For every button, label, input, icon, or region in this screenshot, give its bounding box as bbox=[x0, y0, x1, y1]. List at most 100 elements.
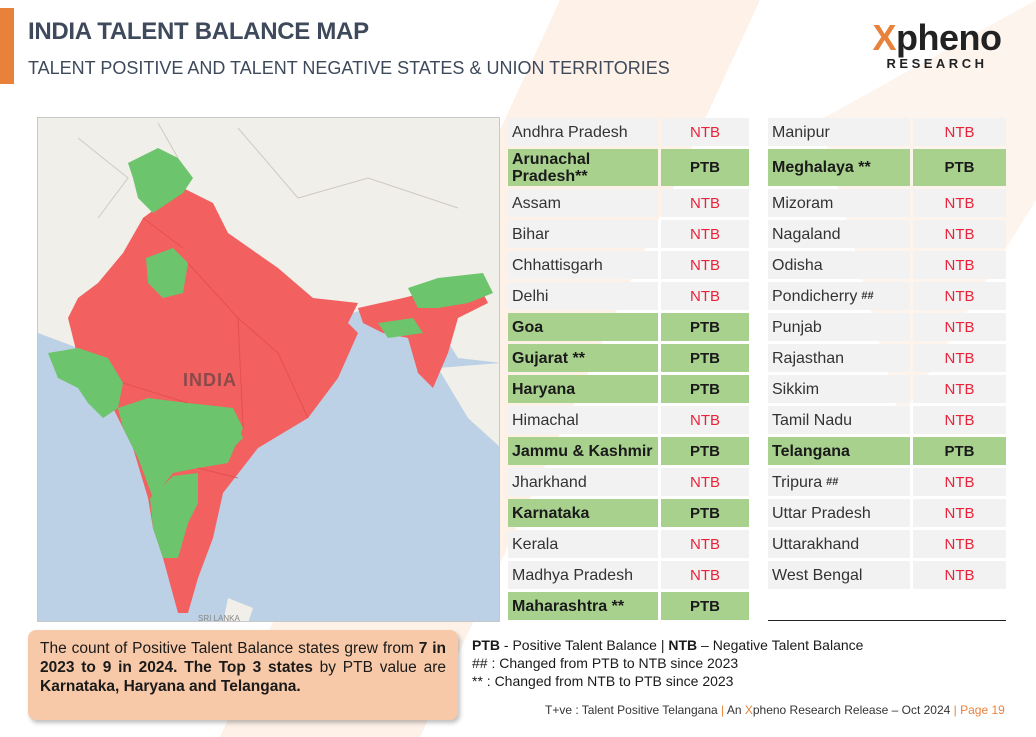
footer-separator: | bbox=[721, 703, 725, 717]
state-name-text: Kerala bbox=[512, 535, 559, 553]
state-name: Tamil Nadu bbox=[768, 406, 910, 434]
table-row: West Bengal NTB bbox=[768, 561, 1006, 589]
legend-ptb-text: - Positive Talent Balance | bbox=[500, 637, 669, 653]
footer-release: pheno Research Release – Oct 2024 bbox=[752, 703, 954, 717]
table-row: Maharashtra ** PTB bbox=[508, 592, 749, 620]
summary-line2: by PTB value are bbox=[312, 659, 446, 676]
land-east bbox=[438, 363, 499, 447]
state-name-text: Pondicherry bbox=[772, 287, 858, 305]
page-footer: T+ve : Talent Positive Telangana | An Xp… bbox=[545, 703, 1005, 717]
footer-an: An bbox=[724, 703, 745, 717]
talent-balance-status: NTB bbox=[913, 251, 1006, 279]
state-name: Bihar bbox=[508, 220, 658, 248]
talent-balance-status: NTB bbox=[913, 499, 1006, 527]
page-subtitle: TALENT POSITIVE AND TALENT NEGATIVE STAT… bbox=[28, 58, 670, 78]
table-row: Chhattisgarh NTB bbox=[508, 251, 749, 279]
jammu-kashmir-ptb bbox=[128, 148, 193, 213]
state-name-text: Tripura bbox=[772, 473, 823, 491]
talent-balance-status: NTB bbox=[913, 375, 1006, 403]
table-row: Kerala NTB bbox=[508, 530, 749, 558]
talent-balance-status: NTB bbox=[913, 530, 1006, 558]
table-row: Jammu & Kashmir PTB bbox=[508, 437, 749, 465]
state-name: Maharashtra ** bbox=[508, 592, 658, 620]
state-name-text: Haryana bbox=[512, 380, 576, 398]
change-marker: ## bbox=[861, 289, 874, 302]
table-row: Meghalaya ** PTB bbox=[768, 149, 1006, 186]
table-row: Sikkim NTB bbox=[768, 375, 1006, 403]
state-name: Sikkim bbox=[768, 375, 910, 403]
state-name-text: Rajasthan bbox=[772, 349, 845, 367]
talent-balance-status: NTB bbox=[913, 220, 1006, 248]
haryana-ptb bbox=[146, 248, 188, 298]
state-name: Nagaland bbox=[768, 220, 910, 248]
state-name: Tripura ## bbox=[768, 468, 910, 496]
legend-star-note: ** : Changed from NTB to PTB since 2023 bbox=[472, 673, 734, 689]
logo-word-rest: pheno bbox=[896, 17, 1002, 58]
header-accent-bar bbox=[0, 8, 14, 84]
state-name: Delhi bbox=[508, 282, 658, 310]
talent-balance-status: NTB bbox=[913, 189, 1006, 217]
footer-tagline: T+ve : Talent Positive Telangana bbox=[545, 703, 722, 717]
state-name-text: Gujarat ** bbox=[512, 349, 585, 367]
state-name: Punjab bbox=[768, 313, 910, 341]
table-row: Arunachal Pradesh** PTB bbox=[508, 149, 749, 186]
state-name-text: Punjab bbox=[772, 318, 822, 336]
footer-separator-2: | bbox=[953, 703, 957, 717]
table-row: Odisha NTB bbox=[768, 251, 1006, 279]
talent-balance-status: NTB bbox=[913, 344, 1006, 372]
state-name: Uttarakhand bbox=[768, 530, 910, 558]
page-title: INDIA TALENT BALANCE MAP bbox=[28, 18, 369, 45]
talent-balance-status: PTB bbox=[661, 592, 749, 620]
state-name: Uttar Pradesh bbox=[768, 499, 910, 527]
table-row: Mizoram NTB bbox=[768, 189, 1006, 217]
legend: PTB - Positive Talent Balance | NTB – Ne… bbox=[472, 636, 863, 690]
state-name: Assam bbox=[508, 189, 658, 217]
summary-callout: The count of Positive Talent Balance sta… bbox=[28, 630, 458, 720]
change-marker: ## bbox=[826, 475, 839, 488]
state-name-text: West Bengal bbox=[772, 566, 863, 584]
telangana-ptb bbox=[198, 413, 243, 463]
talent-balance-status: NTB bbox=[661, 189, 749, 217]
talent-balance-status: NTB bbox=[913, 282, 1006, 310]
logo-x-letter: X bbox=[872, 17, 897, 58]
state-name-text: Jammu & Kashmir bbox=[512, 442, 653, 460]
state-name: Haryana bbox=[508, 375, 658, 403]
state-name: Kerala bbox=[508, 530, 658, 558]
legend-abbreviations: PTB - Positive Talent Balance | NTB – Ne… bbox=[472, 636, 863, 654]
talent-balance-status: NTB bbox=[661, 118, 749, 146]
state-name: Telangana bbox=[768, 437, 910, 465]
state-name: Goa bbox=[508, 313, 658, 341]
state-name-text: Telangana bbox=[772, 442, 850, 460]
gujarat-ptb bbox=[48, 348, 123, 418]
talent-balance-status: NTB bbox=[913, 118, 1006, 146]
summary-top3-states: Karnataka, Haryana and Telangana. bbox=[40, 678, 301, 695]
talent-balance-status: NTB bbox=[913, 313, 1006, 341]
talent-balance-status: NTB bbox=[913, 406, 1006, 434]
map-country-label: INDIA bbox=[183, 370, 237, 390]
summary-top3-label: The Top 3 states bbox=[184, 659, 313, 676]
table-row: Jharkhand NTB bbox=[508, 468, 749, 496]
state-name-text: Meghalaya ** bbox=[772, 159, 871, 176]
state-name-text: Odisha bbox=[772, 256, 823, 274]
footer-x-letter: X bbox=[744, 703, 753, 717]
talent-balance-status: PTB bbox=[661, 375, 749, 403]
talent-balance-status: NTB bbox=[661, 282, 749, 310]
state-name-text: Jharkhand bbox=[512, 473, 587, 491]
table-row: Pondicherry ## NTB bbox=[768, 282, 1006, 310]
table-row: Bihar NTB bbox=[508, 220, 749, 248]
state-name: Manipur bbox=[768, 118, 910, 146]
footer-page-number: Page 19 bbox=[960, 703, 1005, 717]
state-name-text: Karnataka bbox=[512, 504, 590, 522]
state-name-text: Tamil Nadu bbox=[772, 411, 853, 429]
northeast-ntb-region bbox=[358, 283, 488, 388]
state-name: Meghalaya ** bbox=[768, 149, 910, 186]
xpheno-logo: Xpheno RESEARCH bbox=[866, 17, 1008, 72]
talent-balance-status: PTB bbox=[661, 437, 749, 465]
meghalaya-ptb bbox=[378, 318, 423, 338]
state-name-text: Goa bbox=[512, 318, 544, 336]
table-row: Himachal NTB bbox=[508, 406, 749, 434]
legend-ptb-abbr: PTB bbox=[472, 637, 500, 653]
talent-balance-status: NTB bbox=[661, 251, 749, 279]
table-row: Karnataka PTB bbox=[508, 499, 749, 527]
table-row: Uttar Pradesh NTB bbox=[768, 499, 1006, 527]
